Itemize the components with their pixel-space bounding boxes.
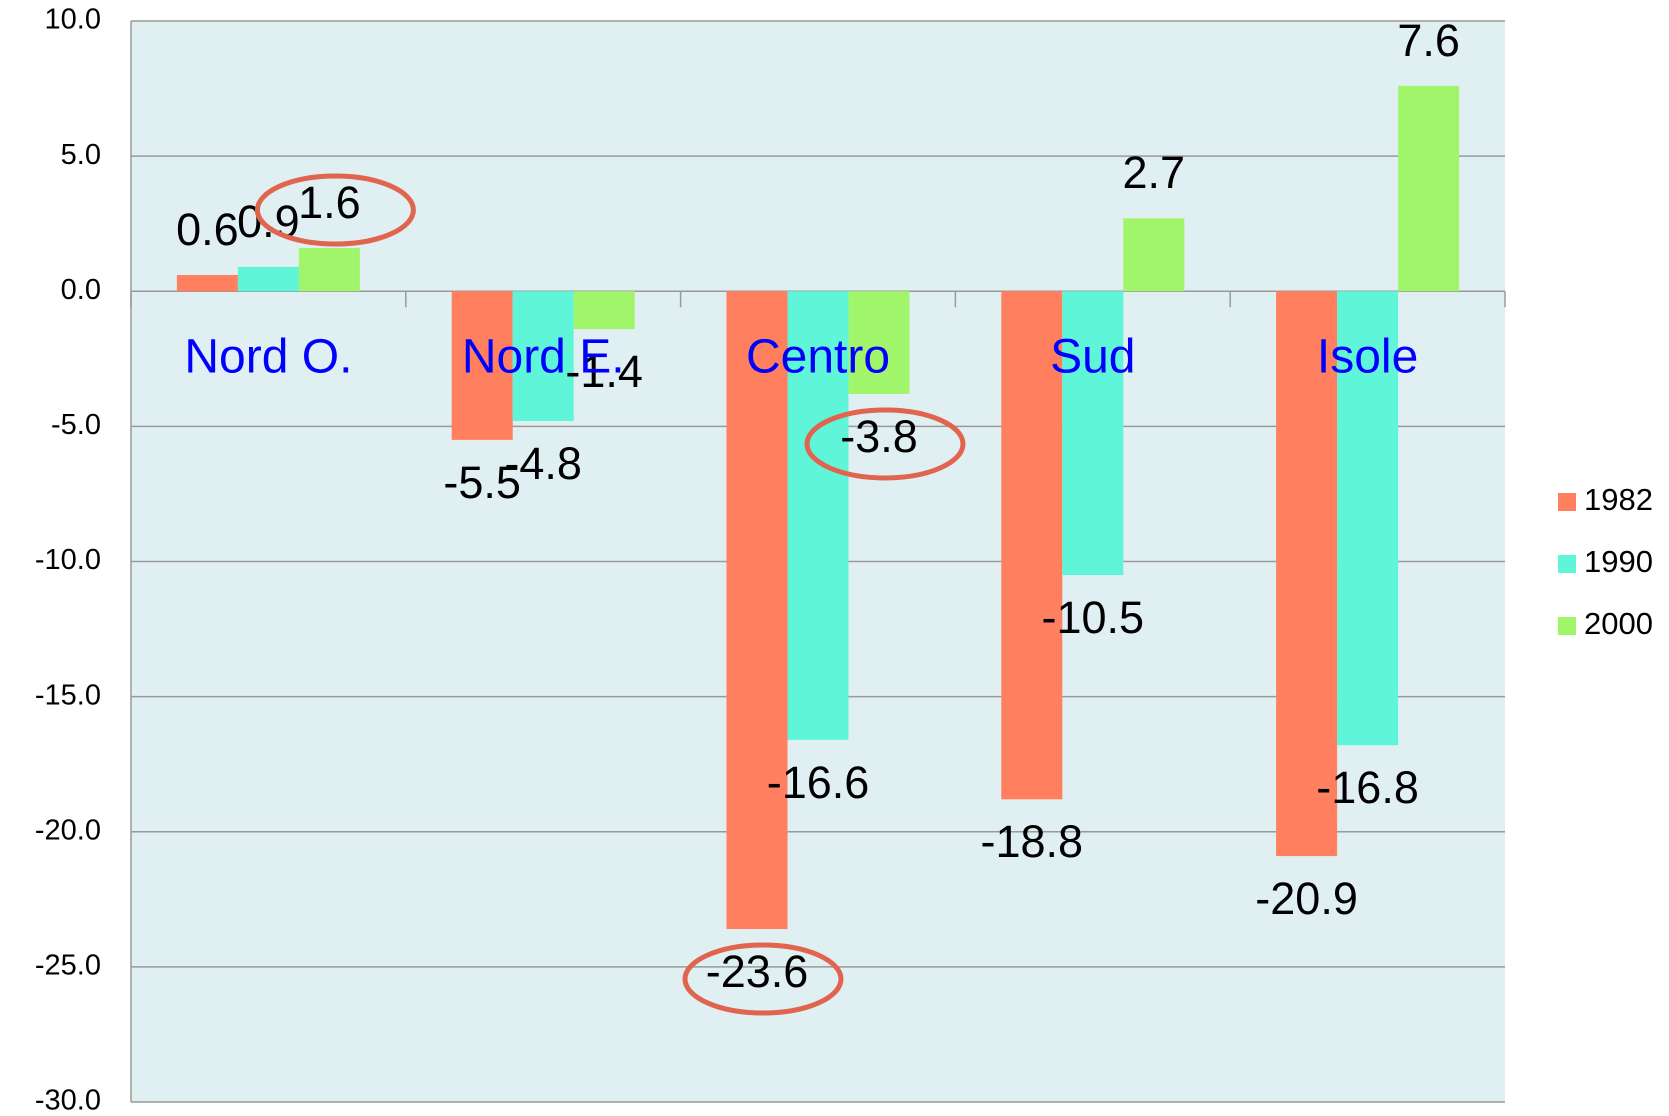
bar <box>1337 291 1399 746</box>
data-label: -4.8 <box>504 438 582 489</box>
bar <box>787 291 849 740</box>
legend-swatch <box>1558 493 1576 511</box>
y-tick-label: -30.0 <box>35 1085 101 1116</box>
bar <box>1398 85 1460 292</box>
bar <box>1123 218 1185 292</box>
x-tick-label: Isole <box>1317 331 1418 384</box>
data-label: -20.9 <box>1255 873 1358 924</box>
x-tick-label: Nord E. <box>462 331 625 384</box>
annotation-circle <box>254 173 416 247</box>
data-label: -1.4 <box>565 346 643 397</box>
y-tick-label: -10.0 <box>35 544 101 576</box>
annotation-circle <box>804 407 966 481</box>
bar <box>1276 291 1338 857</box>
y-tick-label: -15.0 <box>35 679 101 711</box>
bar <box>1001 291 1063 800</box>
bar <box>573 291 635 330</box>
bar <box>726 291 788 930</box>
data-label: 1.6 <box>298 177 361 228</box>
data-label: -23.6 <box>706 946 809 997</box>
y-tick-label: -25.0 <box>35 950 101 982</box>
x-tick-label: Centro <box>746 331 890 384</box>
legend-swatch <box>1558 555 1576 573</box>
y-tick-label: 0.0 <box>61 274 101 306</box>
bar <box>1062 291 1124 576</box>
bar <box>176 275 238 292</box>
data-label: -5.5 <box>443 457 521 508</box>
legend-swatch <box>1558 617 1576 635</box>
y-tick-label: 10.0 <box>45 4 101 36</box>
data-label: -10.5 <box>1042 592 1145 643</box>
x-tick-label: Sud <box>1050 331 1135 384</box>
bar <box>451 291 513 440</box>
y-tick-label: -20.0 <box>35 814 101 846</box>
legend-label: 1990 <box>1584 544 1653 579</box>
data-label: 2.7 <box>1123 147 1186 198</box>
data-label: -16.8 <box>1316 762 1419 813</box>
x-tick-label: Nord O. <box>184 331 352 384</box>
y-tick-label: 5.0 <box>61 139 101 171</box>
bar <box>237 266 299 292</box>
annotation-circle <box>682 942 844 1016</box>
data-label: 0.6 <box>176 204 239 255</box>
data-label: -3.8 <box>840 411 918 462</box>
legend-label: 1982 <box>1584 482 1653 517</box>
data-label: -18.8 <box>981 816 1084 867</box>
legend-label: 2000 <box>1584 606 1653 641</box>
data-label: 7.6 <box>1397 15 1460 66</box>
bar <box>512 291 574 421</box>
bar <box>848 291 910 394</box>
data-label: -16.6 <box>767 757 870 808</box>
y-tick-label: -5.0 <box>51 409 101 441</box>
bar <box>298 248 360 292</box>
